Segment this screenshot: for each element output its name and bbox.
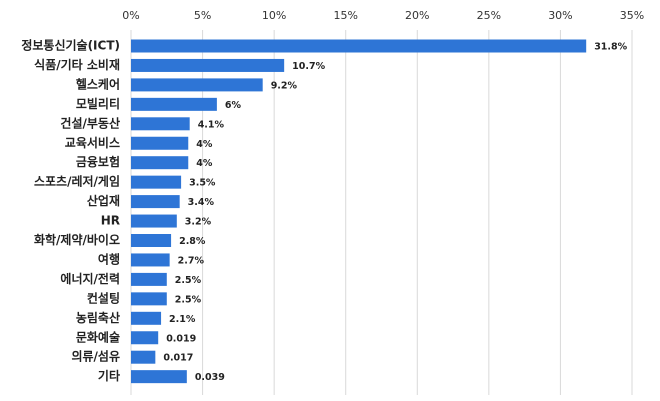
bar	[131, 78, 263, 92]
y-tick-label: 모빌리티	[76, 96, 120, 111]
bar	[131, 292, 167, 306]
y-tick-label: 스포츠/레저/게임	[34, 174, 120, 189]
bar	[131, 272, 167, 286]
y-tick-label: 문화예술	[76, 329, 120, 344]
y-tick-label: 교육서비스	[65, 135, 120, 150]
y-tick-label: 농림축산	[76, 310, 120, 325]
bar	[131, 331, 159, 345]
y-tick-label: 산업재	[87, 193, 120, 208]
bar	[131, 350, 156, 364]
value-label: 3.5%	[189, 178, 216, 189]
value-label: 2.5%	[175, 294, 202, 305]
y-tick-label: 에너지/전력	[60, 271, 120, 286]
y-tick-label: 건설/부동산	[60, 115, 120, 130]
value-label: 4.1%	[198, 119, 225, 130]
y-tick-label: 기타	[98, 368, 120, 383]
bar	[131, 117, 190, 131]
x-tick-label: 25%	[477, 9, 501, 22]
value-label: 31.8%	[594, 42, 627, 53]
value-label: 3.2%	[185, 217, 212, 228]
x-tick-label: 0%	[122, 9, 139, 22]
value-label: 2.5%	[175, 275, 202, 286]
value-label: 3.4%	[188, 197, 215, 208]
value-label: 2.8%	[179, 236, 206, 247]
bar	[131, 234, 172, 247]
value-label: 4%	[196, 139, 213, 150]
bar	[131, 370, 187, 384]
x-tick-label: 5%	[194, 9, 211, 22]
value-label: 9.2%	[271, 80, 298, 91]
value-label: 2.7%	[178, 255, 205, 266]
value-label: 4%	[196, 158, 213, 169]
value-label: 2.1%	[169, 314, 196, 325]
y-tick-label: 헬스케어	[76, 76, 120, 91]
x-tick-label: 15%	[333, 9, 357, 22]
bar	[131, 136, 189, 150]
x-tick-label: 30%	[548, 9, 572, 22]
y-tick-label: 컨설팅	[87, 290, 120, 305]
y-tick-label: 식품/기타 소비재	[34, 57, 120, 72]
x-tick-label: 35%	[620, 9, 644, 22]
value-label: 10.7%	[292, 61, 325, 72]
bar	[131, 311, 162, 325]
x-tick-label: 10%	[262, 9, 286, 22]
y-tick-label: 금융보험	[76, 154, 120, 169]
bar	[131, 58, 285, 72]
value-label: 0.017	[163, 353, 193, 364]
bar	[131, 97, 217, 111]
bar	[131, 214, 177, 228]
bar	[131, 195, 180, 209]
y-tick-label: 화학/제약/바이오	[34, 232, 120, 247]
value-label: 0.039	[195, 372, 225, 383]
x-tick-label: 20%	[405, 9, 429, 22]
bar	[131, 175, 182, 189]
y-tick-label: 여행	[98, 251, 120, 266]
bar	[131, 253, 170, 267]
value-label: 6%	[225, 100, 242, 111]
y-tick-label: HR	[101, 214, 120, 228]
bar	[131, 39, 587, 53]
bar	[131, 156, 189, 170]
y-tick-label: 정보통신기술(ICT)	[21, 38, 120, 53]
y-tick-label: 의류/섬유	[71, 349, 120, 364]
value-label: 0.019	[166, 333, 196, 344]
